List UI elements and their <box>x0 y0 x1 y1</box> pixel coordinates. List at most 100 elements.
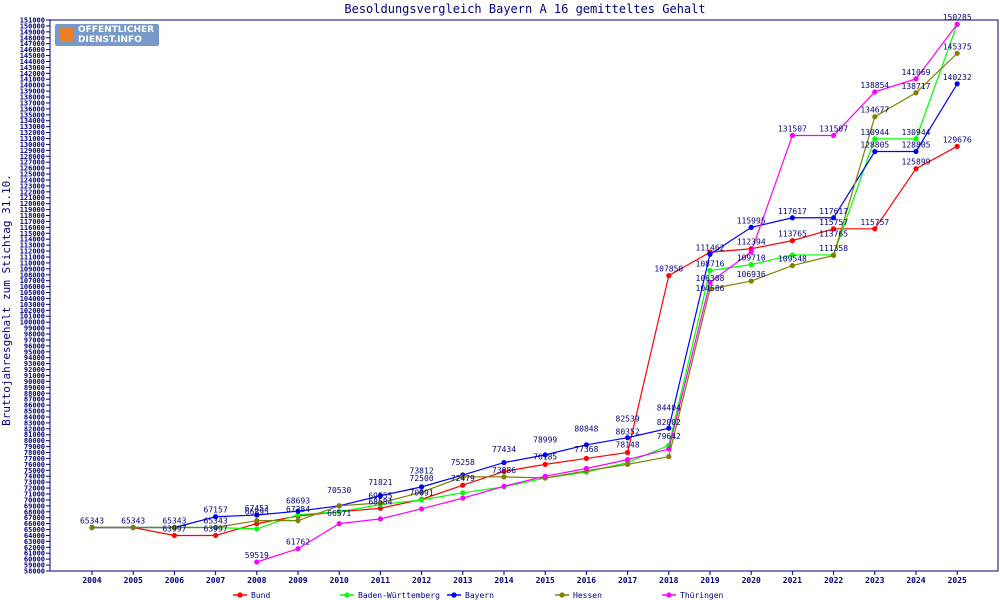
y-tick-label: 81000 <box>24 431 45 439</box>
data-label: 138854 <box>860 81 889 90</box>
data-point <box>130 524 136 531</box>
data-point <box>419 489 425 495</box>
y-tick-label: 142000 <box>20 70 45 78</box>
data-point <box>954 21 960 27</box>
data-point <box>295 518 301 524</box>
legend-swatch-marker <box>451 592 457 598</box>
logo-line-2: DIENST.INFO <box>78 35 142 45</box>
data-label: 134677 <box>860 106 889 115</box>
y-tick-label: 105000 <box>20 289 45 297</box>
y-tick-label: 85000 <box>24 408 45 416</box>
data-label: 79642 <box>657 432 681 441</box>
data-label: 67284 <box>286 505 310 514</box>
x-tick-label: 2016 <box>577 576 596 585</box>
data-label: 107850 <box>654 265 683 274</box>
data-label: 117617 <box>819 207 848 216</box>
data-point <box>789 215 796 221</box>
y-tick-label: 117000 <box>20 218 45 226</box>
data-point <box>666 425 672 431</box>
y-tick-label: 102000 <box>20 307 45 315</box>
y-tick-label: 75000 <box>24 467 45 475</box>
data-label: 65343 <box>80 516 104 525</box>
y-tick-label: 137000 <box>20 99 45 107</box>
data-point <box>171 524 177 531</box>
x-tick-label: 2004 <box>82 576 101 585</box>
series-line <box>92 24 958 530</box>
data-label: 71821 <box>368 478 392 487</box>
data-point <box>913 166 919 172</box>
data-point <box>748 224 754 230</box>
legend-entry-label: Baden-Württemberg <box>358 591 440 600</box>
y-tick-label: 132000 <box>20 129 45 137</box>
data-label: 130944 <box>860 128 889 137</box>
y-tick-label: 133000 <box>20 123 45 131</box>
data-label: 140232 <box>943 73 972 82</box>
x-tick-label: 2019 <box>700 576 719 585</box>
y-tick-label: 138000 <box>20 94 45 102</box>
y-tick-label: 107000 <box>20 277 45 285</box>
data-point <box>254 526 260 532</box>
data-label: 72479 <box>451 474 475 483</box>
data-point <box>501 474 507 480</box>
data-point <box>254 512 260 518</box>
y-tick-label: 131000 <box>20 135 45 143</box>
y-tick-label: 151000 <box>20 17 45 25</box>
data-point <box>831 132 837 139</box>
y-tick-label: 116000 <box>20 224 45 232</box>
y-tick-label: 77000 <box>24 455 45 463</box>
y-tick-label: 90000 <box>24 378 45 386</box>
y-tick-label: 118000 <box>20 212 45 220</box>
x-tick-label: 2007 <box>206 576 225 585</box>
data-label: 70091 <box>410 488 434 497</box>
data-label: 67157 <box>204 506 228 515</box>
y-tick-label: 100000 <box>20 319 45 327</box>
data-point <box>501 468 507 475</box>
data-point <box>583 465 590 472</box>
data-point <box>789 252 796 258</box>
data-point <box>872 89 878 95</box>
data-point <box>460 474 466 480</box>
data-label: 65343 <box>204 516 228 525</box>
data-label: 67453 <box>245 504 269 513</box>
y-tick-label: 126000 <box>20 165 45 173</box>
y-tick-label: 84000 <box>24 413 45 421</box>
y-tick-label: 146000 <box>20 46 45 54</box>
y-tick-label: 103000 <box>20 301 45 309</box>
x-tick-label: 2006 <box>165 576 184 585</box>
data-label: 104586 <box>696 284 725 293</box>
data-label: 82539 <box>616 415 640 424</box>
data-point <box>954 50 960 56</box>
x-tick-label: 2018 <box>659 576 678 585</box>
y-tick-label: 140000 <box>20 82 45 90</box>
data-label: 108716 <box>696 260 725 269</box>
data-label: 106308 <box>696 274 725 283</box>
data-point <box>625 435 631 441</box>
data-point <box>913 148 919 155</box>
series-line <box>256 23 958 563</box>
data-point <box>954 81 960 87</box>
y-tick-label: 69000 <box>24 502 45 510</box>
data-point <box>913 136 919 142</box>
data-label: 111358 <box>819 244 848 253</box>
x-tick-label: 2025 <box>948 576 967 585</box>
x-tick-label: 2023 <box>865 576 884 585</box>
data-point <box>254 559 260 565</box>
data-label: 145375 <box>943 42 972 51</box>
data-label: 113765 <box>819 230 848 239</box>
data-point <box>872 148 878 155</box>
data-point <box>419 506 425 512</box>
y-tick-label: 135000 <box>20 111 45 119</box>
y-tick-label: 72000 <box>24 485 45 493</box>
data-label: 129676 <box>943 135 972 144</box>
x-tick-label: 2015 <box>536 576 555 585</box>
data-label: 130944 <box>902 128 931 137</box>
data-point <box>872 114 878 120</box>
y-tick-label: 129000 <box>20 147 45 155</box>
data-label: 77368 <box>574 445 598 454</box>
y-tick-label: 58000 <box>24 568 45 576</box>
data-label: 109710 <box>737 254 766 263</box>
data-point <box>377 500 383 506</box>
data-point <box>336 521 342 527</box>
x-tick-label: 2017 <box>618 576 637 585</box>
